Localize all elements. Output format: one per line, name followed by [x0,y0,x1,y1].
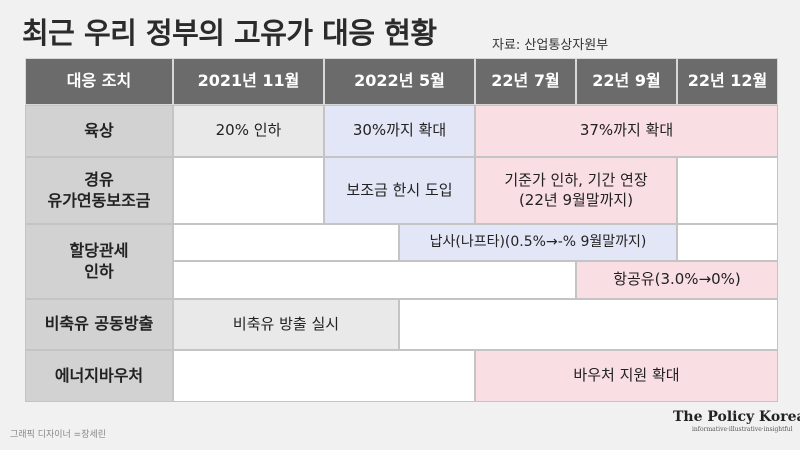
voucher-empty [173,350,475,402]
row-label-tariff: 할당관세 인하 [25,224,173,299]
yuksang-jul-dec-22: 37%까지 확대 [475,105,778,157]
brand-logo: The Policy Korea [673,409,800,425]
source-note: 자료: 산업통상자원부 [492,38,609,53]
header-jul-22: 22년 7월 [475,58,576,105]
tariff-naphtha-empty [173,224,399,261]
header-measure: 대응 조치 [25,58,173,105]
tariff-jetfuel: 항공유(3.0%→0%) [576,261,778,299]
tariff-naphtha-dec-empty [677,224,778,261]
response-table: 대응 조치 2021년 11월 2022년 5월 22년 7월 22년 9월 2… [25,58,778,402]
yuksang-may-2022: 30%까지 확대 [324,105,475,157]
diesel-jul-sep-22: 기준가 인하, 기간 연장 (22년 9월말까지) [475,157,677,224]
tariff-naphtha: 납사(나프타)(0.5%→-% 9월말까지) [399,224,677,261]
header-nov-2021: 2021년 11월 [173,58,324,105]
header-sep-22: 22년 9월 [576,58,677,105]
header-dec-22: 22년 12월 [677,58,778,105]
row-label-diesel-subsidy: 경유 유가연동보조금 [25,157,173,224]
voucher-expansion: 바우처 지원 확대 [475,350,778,402]
header-may-2022: 2022년 5월 [324,58,475,105]
diesel-dec-22 [677,157,778,224]
reserve-release: 비축유 방출 실시 [173,299,399,350]
row-label-reserve-release: 비축유 공동방출 [25,299,173,350]
brand-tagline: informative·illustrative·insightful [692,426,793,433]
row-label-energy-voucher: 에너지바우처 [25,350,173,402]
yuksang-nov-2021: 20% 인하 [173,105,324,157]
tariff-jetfuel-empty [173,261,576,299]
row-label-yuksang: 육상 [25,105,173,157]
reserve-empty [399,299,778,350]
diesel-nov-2021 [173,157,324,224]
diesel-may-2022: 보조금 한시 도입 [324,157,475,224]
graphic-credit: 그래픽 디자이너 =장세린 [10,430,107,440]
page-title: 최근 우리 정부의 고유가 대응 현황 [22,16,437,50]
